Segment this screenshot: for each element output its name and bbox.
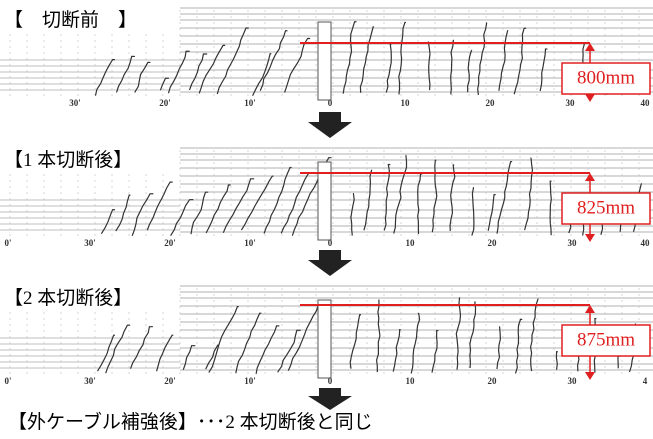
axis-label: 10': [244, 238, 256, 248]
arrow-head: [585, 173, 595, 181]
axis-label: 0': [4, 376, 11, 386]
crack: [432, 160, 437, 232]
axis-label: 20': [159, 98, 171, 108]
axis-label: 10': [244, 98, 256, 108]
crack: [350, 315, 361, 369]
crack: [183, 346, 195, 370]
axis-label: 40: [641, 238, 651, 248]
figure: 【外ケーブル補強後】･･･2 本切断後と同じ 【 切断前 】 800mm 30' 20…: [0, 0, 653, 439]
measurement: 875mm: [577, 329, 635, 350]
axis-label: 0: [328, 376, 333, 386]
crack: [556, 352, 557, 370]
crack: [264, 167, 292, 233]
axis-label: 20': [164, 376, 176, 386]
crack: [209, 307, 239, 373]
crack: [450, 165, 455, 231]
crack: [217, 28, 248, 94]
axis-label: 20: [486, 98, 496, 108]
axis-label: 30: [568, 238, 578, 248]
crack: [157, 335, 174, 371]
crack: [260, 31, 287, 91]
crack: [393, 330, 400, 372]
crack: [428, 42, 430, 90]
axis-label: 10: [406, 376, 416, 386]
axis-label: 30': [84, 376, 96, 386]
crack: [478, 23, 487, 95]
crack: [472, 188, 474, 236]
crack: [135, 62, 151, 92]
axis-label: 10: [406, 238, 416, 248]
crack: [618, 356, 620, 368]
axis-label: 0: [328, 98, 333, 108]
axis-label: 20: [488, 376, 498, 386]
crack: [394, 156, 407, 234]
axis-label: 30: [566, 98, 576, 108]
measurement: 825mm: [577, 197, 635, 218]
arrow-head: [585, 372, 595, 380]
crack: [514, 28, 526, 94]
arrow-head: [585, 234, 595, 242]
axis-label: 40: [641, 98, 651, 108]
crack: [191, 192, 208, 234]
crack: [116, 195, 131, 231]
down-arrow: [308, 388, 352, 410]
crack: [418, 174, 423, 234]
crack: [190, 54, 208, 90]
measurement: 800mm: [577, 67, 635, 88]
column: [318, 300, 331, 378]
arrow-head: [585, 94, 595, 102]
crack: [106, 325, 130, 373]
panel: 【1 本切断後】 825mm 0' 30' 20' 10' 0 10 20 30 40: [0, 144, 653, 248]
crack: [525, 158, 533, 230]
crack: [550, 181, 551, 235]
axis-label: 30: [568, 376, 578, 386]
crack: [499, 31, 508, 91]
panel-label: 【 切断前 】: [4, 9, 137, 31]
axis-label: 0': [4, 238, 11, 248]
crack: [399, 22, 406, 94]
axis-label: 10: [401, 98, 411, 108]
down-arrow: [308, 250, 352, 276]
crack: [285, 38, 311, 92]
crack: [516, 319, 523, 373]
axis-label: 20': [164, 238, 176, 248]
crack: [470, 302, 476, 368]
axis-label: 0: [328, 238, 333, 248]
column: [318, 22, 331, 100]
panel-label: 【2 本切断後】: [4, 287, 132, 309]
axis-label: 10': [244, 376, 256, 386]
axis-label: 20: [488, 238, 498, 248]
axis-label: 30': [69, 98, 81, 108]
crack: [377, 300, 380, 372]
footer-text: 【外ケーブル補強後】･･･2 本切断後と同じ: [8, 410, 373, 433]
panel-label: 【1 本切断後】: [4, 149, 132, 171]
axis-label: 4: [643, 376, 648, 386]
panel: 【 切断前 】 800mm 30' 20' 10' 0 10 20 30 40: [0, 4, 653, 108]
crack: [117, 56, 135, 92]
crack: [256, 326, 279, 374]
crack: [411, 314, 419, 374]
axis-label: 30': [84, 238, 96, 248]
crack: [456, 298, 460, 370]
crack: [384, 165, 390, 231]
down-arrow: [308, 112, 352, 138]
crack: [98, 335, 116, 371]
crack: [131, 327, 153, 369]
panel: 【2 本切断後】 875mm 0' 30' 20' 10' 0 10 20 30 4: [0, 282, 653, 386]
